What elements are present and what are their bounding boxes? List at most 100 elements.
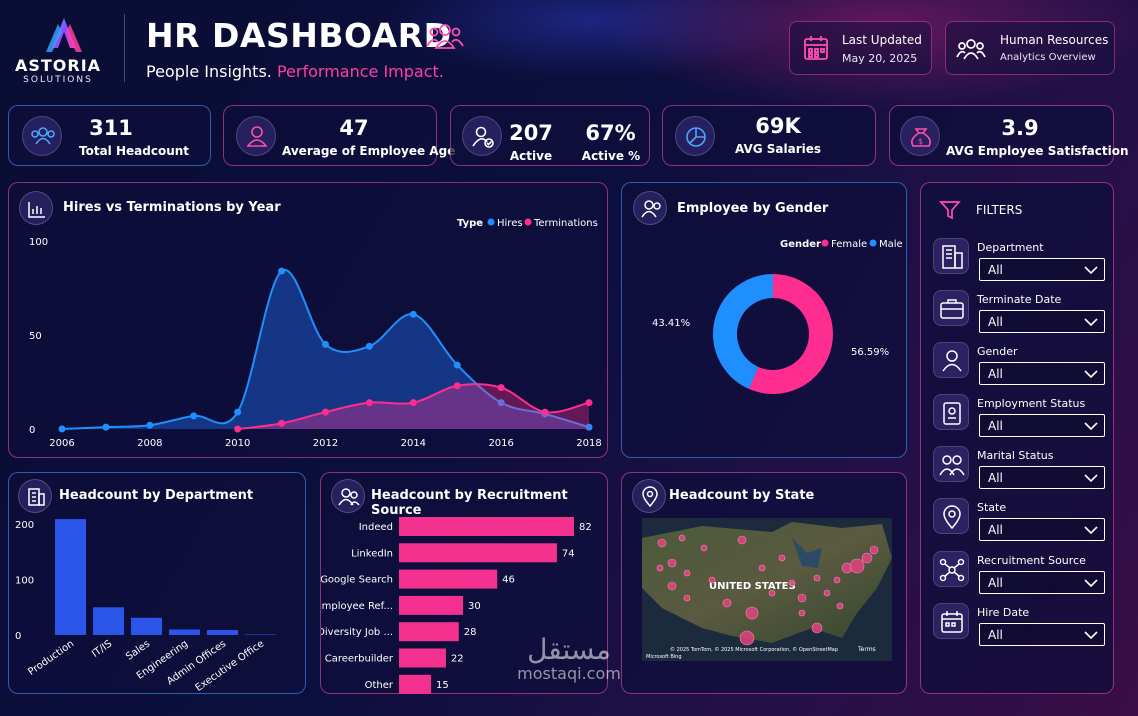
map-pin-panel-icon: [632, 479, 666, 513]
filter-select-state[interactable]: All: [979, 518, 1105, 541]
filter-value: All: [988, 523, 1003, 537]
data-point-terminations[interactable]: [453, 382, 461, 390]
us-map[interactable]: UNITED STATES © 2025 TomTom, © 2025 Micr…: [642, 518, 892, 661]
data-point-hires[interactable]: [322, 340, 329, 348]
x-tick-label: 2014: [401, 438, 426, 449]
recruit-bar[interactable]: [399, 648, 446, 668]
dept-bar[interactable]: [169, 629, 200, 635]
last-updated-date: May 20, 2025: [842, 52, 918, 65]
legend-hires-label: Hires: [497, 218, 523, 229]
data-point-hires[interactable]: [409, 310, 417, 318]
filter-select-department[interactable]: All: [979, 258, 1105, 281]
kpi-active-pct-label: Active %: [581, 149, 641, 163]
couple-icon: [933, 446, 969, 482]
dept-y-tick: 200: [15, 520, 34, 531]
hires-chart: Type Hires Terminations 0 50 100 2006 2008 2…: [29, 218, 602, 449]
department-box: Human Resources Analytics Overview: [945, 21, 1115, 75]
chevron-down-icon: [1084, 579, 1098, 588]
chevron-down-icon: [1084, 474, 1098, 483]
hires-panel-title: Hires vs Terminations by Year: [63, 200, 281, 215]
filter-select-terminate-date[interactable]: All: [979, 310, 1105, 333]
dept-x-label: Sales: [124, 638, 152, 662]
dept-bar[interactable]: [131, 617, 162, 635]
kpi-age-label: Average of Employee Age: [282, 144, 456, 158]
filter-label-hire-date: Hire Date: [977, 606, 1030, 619]
data-point-terminations[interactable]: [409, 399, 417, 407]
kpi-active-card: 207 Active 67% Active %: [450, 105, 650, 166]
network-icon: [933, 551, 969, 587]
data-point-hires[interactable]: [453, 361, 461, 369]
people-group-icon: [956, 39, 986, 60]
recruit-bar[interactable]: [399, 543, 557, 563]
filter-select-marital-status[interactable]: All: [979, 466, 1105, 489]
recruit-bar[interactable]: [399, 517, 574, 536]
logo-text: ASTORIA: [14, 56, 102, 75]
calendar-icon: [804, 36, 828, 60]
legend-female-label: Female: [831, 239, 867, 250]
data-point-hires[interactable]: [58, 425, 66, 433]
dept-bar[interactable]: [55, 519, 86, 635]
x-tick-label: 2006: [49, 438, 74, 449]
svg-text:$: $: [918, 137, 923, 146]
filter-select-employment-status[interactable]: All: [979, 414, 1105, 437]
data-point-terminations[interactable]: [234, 425, 242, 433]
male-pct-label: 43.41%: [652, 318, 690, 329]
donut-slice-female[interactable]: [748, 274, 833, 394]
dept-bar[interactable]: [207, 630, 238, 635]
dept-x-label: Production: [26, 638, 76, 678]
dept-bar[interactable]: [245, 634, 276, 635]
state-bubbles: [656, 534, 879, 646]
hires-terminations-panel: Hires vs Terminations by Year Type Hires…: [8, 182, 608, 458]
recruit-category-label: Employee Ref...: [321, 601, 393, 612]
data-point-terminations[interactable]: [322, 408, 329, 416]
recruit-bar[interactable]: [399, 622, 459, 642]
legend-male-label: Male: [879, 239, 903, 250]
data-point-terminations[interactable]: [585, 399, 593, 407]
y-tick-label: 0: [29, 425, 35, 436]
recruit-category-label: Careerbuilder: [325, 654, 394, 665]
map-credit: © 2025 TomTom, © 2025 Microsoft Corporat…: [670, 646, 838, 653]
filter-value: All: [988, 419, 1003, 433]
filter-select-hire-date[interactable]: All: [979, 623, 1105, 646]
data-point-hires[interactable]: [278, 267, 286, 275]
kpi-active-label: Active: [509, 149, 553, 163]
recruit-category-label: LinkedIn: [351, 548, 393, 559]
data-point-hires[interactable]: [234, 408, 242, 416]
kpi-active-value: 207: [509, 121, 553, 145]
data-point-hires[interactable]: [146, 421, 154, 429]
recruit-value-label: 15: [436, 680, 449, 691]
data-point-terminations[interactable]: [497, 384, 505, 392]
team-icon: [426, 24, 464, 49]
y-tick-label: 50: [29, 331, 42, 342]
filter-value: All: [988, 471, 1003, 485]
donut-slice-male[interactable]: [713, 274, 773, 389]
recruit-bar[interactable]: [399, 674, 432, 694]
data-point-hires[interactable]: [102, 423, 110, 431]
filter-select-recruitment-source[interactable]: All: [979, 571, 1105, 594]
subtitle-part-1: People Insights.: [146, 62, 272, 81]
data-point-terminations[interactable]: [541, 408, 549, 416]
filter-select-gender[interactable]: All: [979, 362, 1105, 385]
kpi-salaries-card: 69K AVG Salaries: [662, 105, 876, 166]
hires-legend: Type Hires Terminations: [457, 218, 598, 229]
dept-bar[interactable]: [93, 607, 124, 635]
recruit-bar[interactable]: [399, 595, 464, 615]
legend-male-marker: [869, 239, 877, 247]
data-point-hires[interactable]: [497, 399, 505, 407]
state-panel-title: Headcount by State: [669, 488, 815, 503]
data-point-terminations[interactable]: [278, 419, 286, 427]
funnel-icon: [939, 201, 961, 220]
kpi-satisfaction-value: 3.9: [1001, 116, 1039, 140]
data-point-terminations[interactable]: [365, 399, 373, 407]
data-point-hires[interactable]: [365, 342, 373, 350]
filter-label-recruitment-source: Recruitment Source: [977, 554, 1086, 567]
kpi-headcount-value: 311: [89, 116, 133, 140]
department-panel: Headcount by Department 0 100 200 Productio…: [8, 472, 306, 694]
recruit-category-label: Other: [365, 680, 394, 691]
data-point-hires[interactable]: [585, 423, 593, 431]
recruit-bar[interactable]: [399, 569, 498, 589]
data-point-hires[interactable]: [190, 412, 198, 420]
map-terms-link[interactable]: Terms: [857, 646, 876, 653]
bar-chart-icon: [19, 191, 53, 225]
legend-hires-marker: [487, 218, 495, 226]
